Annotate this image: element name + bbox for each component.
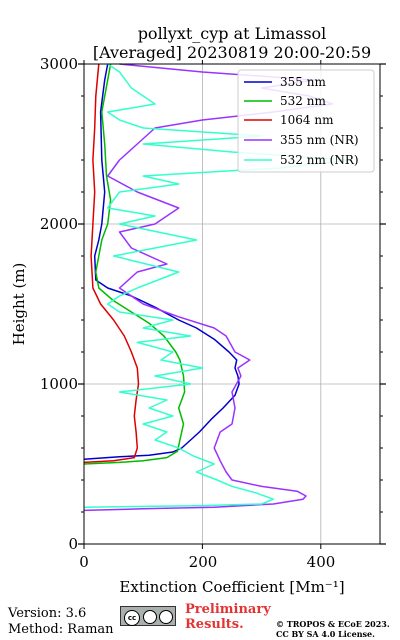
x-tick-label-200: 200 bbox=[189, 553, 218, 571]
series-line-1064-nm bbox=[83, 63, 140, 464]
legend-box bbox=[237, 69, 375, 173]
x-axis-label: Extinction Coefficient [Mm⁻¹] bbox=[119, 578, 344, 596]
copyright-notice: © TROPOS & ECoE 2023. CC BY SA 4.0 Licen… bbox=[276, 619, 390, 639]
by-icon bbox=[143, 610, 157, 624]
series-line-532-nm-nr bbox=[83, 63, 352, 508]
series-line-532-nm bbox=[83, 63, 186, 465]
y-tick-label-0: 0 bbox=[68, 535, 78, 553]
preliminary-line-2: Results. bbox=[185, 617, 244, 632]
legend: 355 nm 532 nm 1064 nm 355 nm (NR) 532 nm… bbox=[237, 69, 375, 173]
version-text: Version: 3.6 bbox=[8, 606, 87, 621]
cc-license-badge: cc bbox=[120, 606, 176, 626]
axis-ticks bbox=[78, 60, 386, 549]
x-tick-label-0: 0 bbox=[79, 553, 89, 571]
preliminary-line-1: Preliminary bbox=[185, 602, 271, 617]
y-tick-label-3000: 3000 bbox=[40, 55, 78, 73]
cc-icon: cc bbox=[124, 610, 140, 626]
series-lines bbox=[83, 63, 352, 512]
legend-label-532-nr: 532 nm (NR) bbox=[280, 153, 359, 167]
chart-subtitle: [Averaged] 20230819 20:00-20:59 bbox=[93, 43, 371, 62]
plot-frame bbox=[83, 63, 381, 545]
series-line-355-nm bbox=[83, 63, 240, 460]
y-axis-label: Height (m) bbox=[10, 263, 28, 346]
legend-label-1064: 1064 nm bbox=[280, 113, 334, 127]
legend-label-355: 355 nm bbox=[280, 75, 326, 89]
chart-title: pollyxt_cyp at Limassol bbox=[138, 24, 327, 43]
footer-info: Version: 3.6 Method: Raman bbox=[8, 606, 114, 638]
legend-label-355-nr: 355 nm (NR) bbox=[280, 133, 359, 147]
y-tick-label-2000: 2000 bbox=[40, 215, 78, 233]
y-tick-label-1000: 1000 bbox=[40, 375, 78, 393]
copyright-line-2: CC BY SA 4.0 License. bbox=[276, 629, 375, 639]
series-line-355-nm-nr bbox=[83, 63, 334, 512]
sa-icon bbox=[159, 610, 173, 624]
method-text: Method: Raman bbox=[8, 622, 114, 637]
preliminary-notice: Preliminary Results. bbox=[185, 602, 271, 632]
legend-label-532: 532 nm bbox=[280, 94, 326, 108]
copyright-line-1: © TROPOS & ECoE 2023. bbox=[276, 619, 390, 629]
x-tick-label-400: 400 bbox=[307, 553, 336, 571]
